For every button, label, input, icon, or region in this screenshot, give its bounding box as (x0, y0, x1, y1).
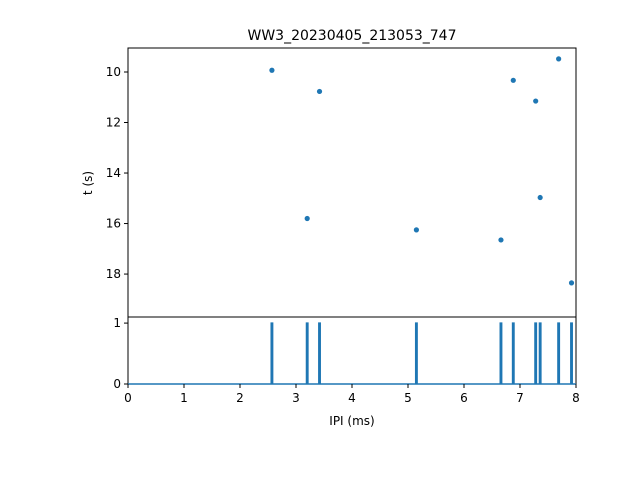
x-axis-label: IPI (ms) (329, 414, 374, 428)
scatter-y-axis-label: t (s) (81, 171, 95, 195)
scatter-point (316, 88, 323, 95)
scatter-y-tick-label: 14 (106, 166, 121, 180)
scatter-point (537, 194, 543, 201)
x-tick-label: 6 (460, 391, 468, 405)
scatter-panel: WW3_20230405_213053_747 10 12 14 16 18 t (s) (81, 28, 577, 318)
spike-y-tick-label: 1 (113, 316, 121, 330)
scatter-point (304, 215, 310, 222)
x-tick-label: 2 (236, 391, 244, 405)
x-tick-label: 5 (404, 391, 412, 405)
scatter-points (269, 56, 575, 286)
scatter-point (498, 237, 504, 243)
spike-y-tick-label: 0 (113, 377, 121, 391)
spike-plot-frame (127, 316, 577, 385)
x-tick-label: 0 (124, 391, 132, 405)
scatter-y-tick-label: 16 (106, 217, 121, 231)
scatter-point (269, 67, 275, 73)
scatter-y-tick-label: 10 (106, 65, 121, 79)
scatter-point (510, 77, 516, 83)
scatter-y-tick-label: 18 (106, 267, 121, 281)
spike-y-ticks: 01 (113, 316, 128, 391)
scatter-point (568, 280, 575, 286)
x-tick-label: 4 (348, 391, 356, 405)
spike-series (128, 322, 576, 385)
scatter-y-tick-label: 12 (106, 116, 121, 130)
x-tick-label: 1 (180, 391, 188, 405)
scatter-y-ticks: 10 12 14 16 18 (106, 65, 128, 281)
scatter-plot-frame (127, 47, 577, 318)
scatter-point (556, 56, 562, 62)
scatter-point (413, 227, 419, 233)
spike-x-ticks: 0 1 2 3 4 5 6 7 8 (124, 384, 580, 405)
scatter-point (533, 98, 539, 104)
x-tick-label: 8 (572, 391, 580, 405)
x-tick-label: 3 (292, 391, 300, 405)
x-tick-label: 7 (516, 391, 524, 405)
chart-title: WW3_20230405_213053_747 (247, 28, 456, 44)
spike-line (128, 322, 576, 385)
